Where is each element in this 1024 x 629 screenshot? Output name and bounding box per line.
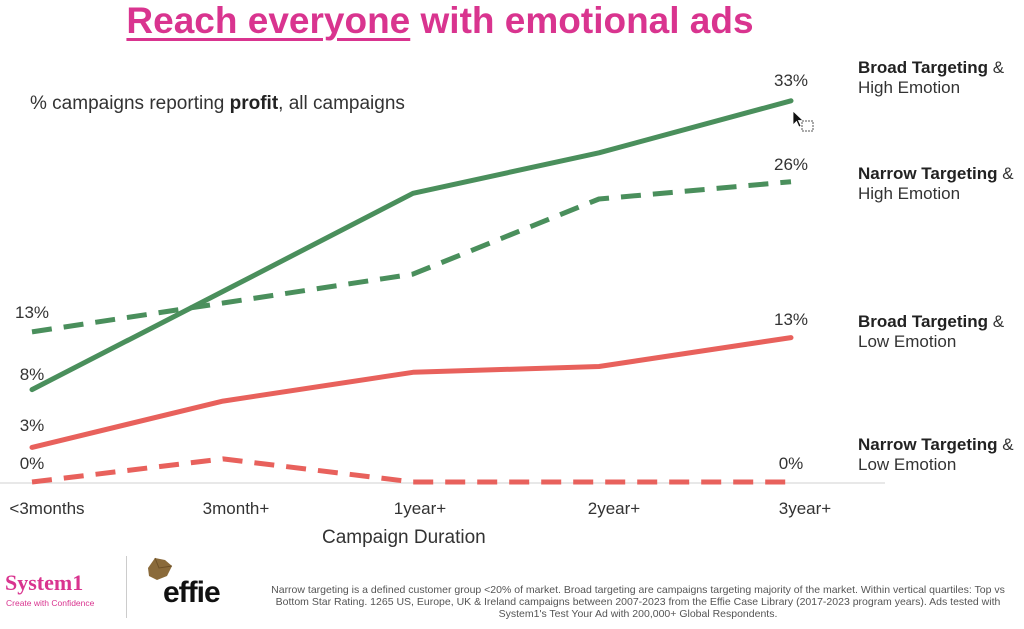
legend-label-bold: Narrow Targeting [858,435,998,454]
legend-narrow-high: Narrow Targeting & High Emotion [858,164,1024,204]
legend-label-rest: & High Emotion [858,58,1005,97]
legend-label-bold: Narrow Targeting [858,164,998,183]
legend-label-bold: Broad Targeting [858,58,989,77]
x-tick-label: 2year+ [588,499,641,518]
legend-narrow-low: Narrow Targeting & Low Emotion [858,435,1024,475]
x-axis-title: Campaign Duration [322,527,486,548]
system1-logo: System1 [5,570,84,595]
series-line-2 [29,335,794,450]
title-rest: with emotional ads [410,0,754,41]
effie-logo: effie [163,576,221,609]
chart-subtitle: % campaigns reporting profit, all campai… [30,93,405,115]
subtitle-bold: profit [229,93,279,114]
end-value-label: 13% [774,310,808,329]
legend-label-rest: & Low Emotion [858,435,1014,474]
start-value-label: 8% [20,365,45,384]
subtitle-pre: % campaigns reporting [30,93,230,114]
legend-label-rest: & High Emotion [858,164,1014,203]
x-tick-label: 3year+ [779,499,832,518]
chart-title: Reach everyone with emotional ads [0,0,880,42]
series-line-3 [31,456,791,485]
legend-label-bold: Broad Targeting [858,312,989,331]
title-underlined: Reach everyone [126,0,411,41]
x-tick-label: <3months [9,499,84,518]
x-tick-label: 1year+ [394,499,447,518]
subtitle-post: , all campaigns [278,93,405,114]
end-value-label: 33% [774,71,808,90]
series-line-1 [31,179,792,335]
start-value-label: 0% [20,454,45,473]
legend-broad-high: Broad Targeting & High Emotion [858,58,1024,98]
start-value-label: 3% [20,416,45,435]
effie-trophy-icon [145,556,175,587]
start-value-label: 13% [15,303,49,322]
end-value-label: 26% [774,155,808,174]
x-tick-label: 3month+ [203,499,270,518]
footnote: Narrow targeting is a defined customer g… [271,584,1005,620]
end-value-label: 0% [779,454,804,473]
system1-tagline: Create with Confidence [6,598,95,608]
legend-label-rest: & Low Emotion [858,312,1005,351]
mouse-cursor-icon [792,110,816,139]
series-line-0 [29,98,794,393]
legend-broad-low: Broad Targeting & Low Emotion [858,312,1024,352]
footer-divider [126,556,127,618]
